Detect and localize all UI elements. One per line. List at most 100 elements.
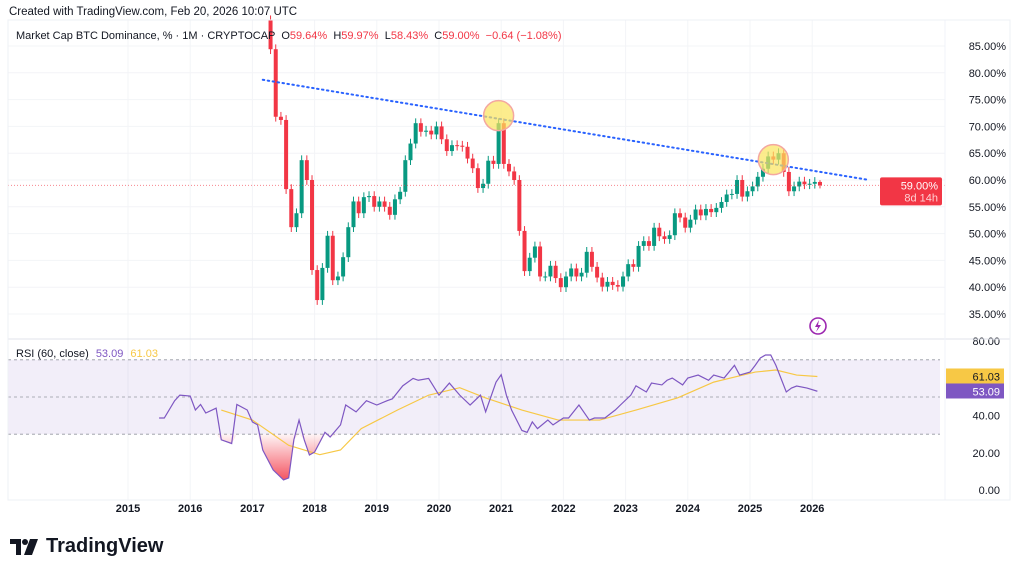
candle-body <box>460 145 465 147</box>
rsi-legend[interactable]: RSI (60, close) 53.09 61.03 <box>16 348 158 360</box>
highlight-circle <box>757 143 790 176</box>
candle <box>299 155 304 219</box>
candle <box>418 118 423 137</box>
candle <box>491 155 496 169</box>
candle <box>646 236 651 251</box>
price-tick-label: 35.00% <box>969 309 1007 321</box>
candle-body <box>449 145 454 152</box>
candle <box>652 222 657 251</box>
candle <box>413 118 418 149</box>
candle-body <box>802 181 807 185</box>
highlights <box>482 99 790 176</box>
candle-body <box>750 186 755 192</box>
tradingview-logo[interactable]: TradingView <box>10 535 163 558</box>
candle <box>439 121 444 145</box>
candle-body <box>481 183 486 189</box>
rsi-ma-line <box>221 369 818 456</box>
price-tick-label: 40.00% <box>969 282 1007 294</box>
lightning-icon[interactable] <box>809 317 827 335</box>
candle-body <box>817 181 822 186</box>
candle <box>786 167 791 197</box>
candle-body <box>294 213 299 228</box>
candle-body <box>387 206 392 215</box>
candle-body <box>646 241 651 246</box>
candle-body <box>636 245 641 267</box>
price-tick-label: 45.00% <box>969 255 1007 267</box>
candle-body <box>377 201 382 207</box>
candle <box>662 231 667 244</box>
candle-body <box>491 160 496 164</box>
candle <box>512 166 517 185</box>
candle <box>538 241 543 282</box>
candle-body <box>532 246 537 258</box>
change-value: −0.64 (−1.08%) <box>485 30 562 42</box>
candle-body <box>424 130 429 132</box>
candle <box>325 230 330 273</box>
candle-body <box>605 281 610 287</box>
candle-body <box>429 130 434 135</box>
tradingview-logo-text: TradingView <box>46 535 164 557</box>
candle <box>615 280 620 292</box>
candle-body <box>688 219 693 228</box>
candle-body <box>398 191 403 200</box>
candle-body <box>470 158 475 169</box>
candle <box>641 236 646 251</box>
candle <box>532 241 537 263</box>
candle <box>729 189 734 200</box>
candle-body <box>745 191 750 197</box>
candle <box>740 175 745 202</box>
candle-body <box>522 230 527 272</box>
candle-body <box>439 126 444 140</box>
candle-body <box>797 181 802 187</box>
symbol-title: Market Cap BTC Dominance, % · 1M · CRYPT… <box>16 30 276 42</box>
candle <box>289 184 294 232</box>
candle <box>429 125 434 140</box>
symbol-legend[interactable]: Market Cap BTC Dominance, % · 1M · CRYPT… <box>16 30 562 42</box>
candle <box>595 262 600 283</box>
time-tick-label: 2019 <box>365 503 389 515</box>
candle <box>553 260 558 283</box>
candle <box>455 140 460 151</box>
candle <box>527 252 532 276</box>
candle <box>284 115 289 194</box>
candle-body <box>662 236 667 239</box>
time-tick-label: 2023 <box>613 503 637 515</box>
candle-body <box>564 276 568 288</box>
close-value: 59.00% <box>442 30 480 42</box>
rsi-title: RSI (60, close) <box>16 348 89 360</box>
candle-body <box>413 123 418 144</box>
candle-body <box>418 123 423 132</box>
candle-body <box>335 276 340 281</box>
time-tick-label: 2024 <box>676 503 701 515</box>
rsi-tick-label: 20.00 <box>972 448 1000 460</box>
candle <box>367 191 372 202</box>
candle <box>797 176 802 192</box>
candle <box>315 265 320 305</box>
candle <box>335 271 340 286</box>
highlight-circle <box>482 99 515 132</box>
rsi-ma-badge-value: 61.03 <box>972 371 1000 383</box>
candle-body <box>361 197 366 214</box>
candle <box>667 230 672 244</box>
candle-body <box>807 183 812 185</box>
candle <box>434 121 439 140</box>
rsi-bands <box>8 359 940 435</box>
candle <box>408 138 413 165</box>
candle-body <box>299 160 304 214</box>
candle-body <box>626 264 631 277</box>
candle <box>361 192 366 219</box>
candle-body <box>538 246 543 277</box>
rsi-ma-badge <box>946 368 1004 384</box>
candle <box>481 178 486 193</box>
open-label: O <box>281 30 290 42</box>
rsi-tick-label: 80.00 <box>972 336 1000 348</box>
candle-body <box>351 201 356 228</box>
candle-body <box>729 193 734 195</box>
candle <box>310 175 315 275</box>
candle <box>600 272 605 292</box>
candle <box>278 111 283 125</box>
candle <box>703 204 708 221</box>
candle-body <box>714 207 719 213</box>
candle-body <box>719 201 724 208</box>
